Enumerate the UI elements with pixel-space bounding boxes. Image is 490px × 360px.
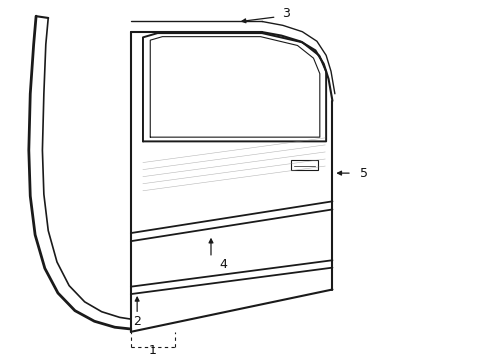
Text: 3: 3	[282, 7, 290, 20]
Text: 5: 5	[360, 167, 368, 180]
Text: 4: 4	[219, 258, 227, 271]
Text: 2: 2	[133, 315, 141, 328]
Text: 1: 1	[149, 344, 157, 357]
